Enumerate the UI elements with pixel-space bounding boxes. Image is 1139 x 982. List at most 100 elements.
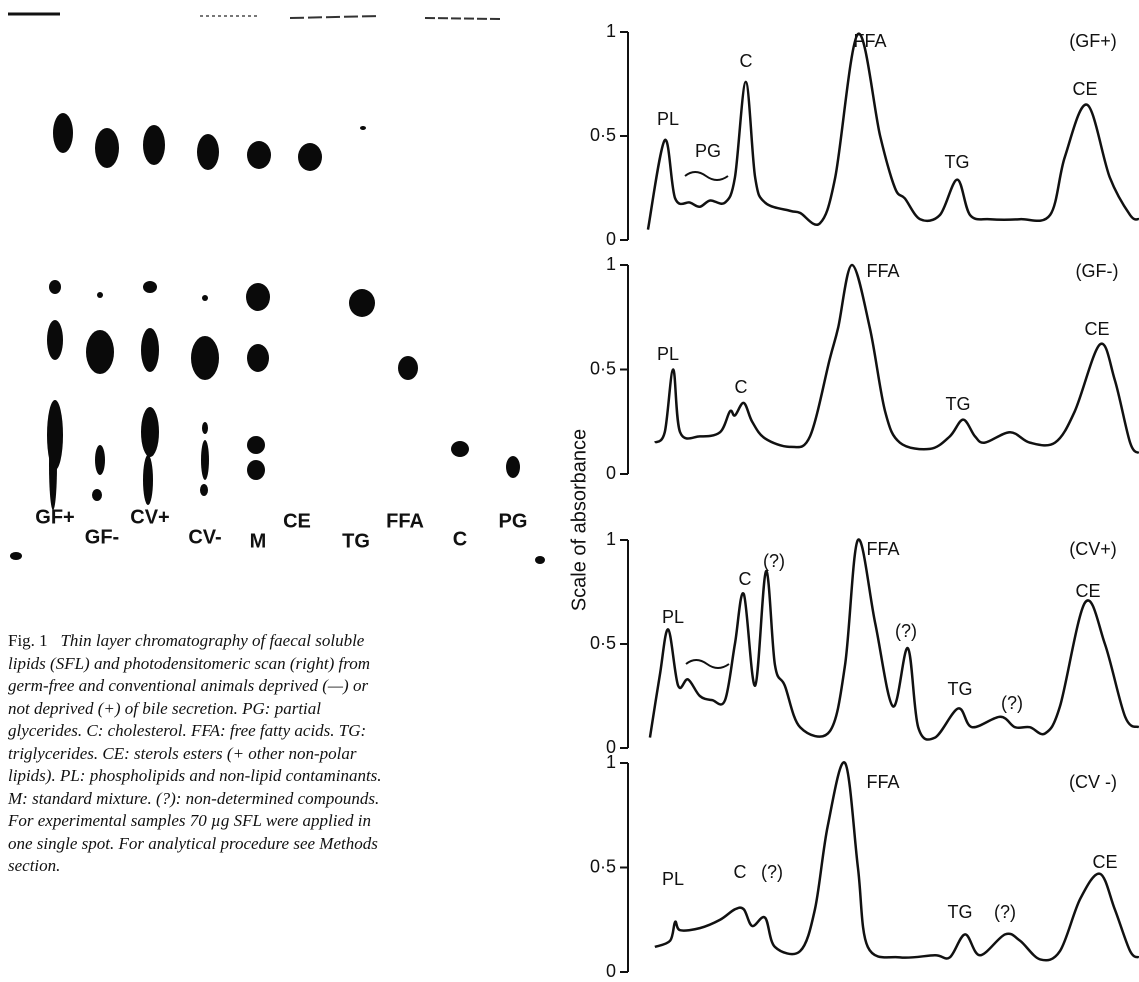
peak-label: PG [695,141,721,161]
peak-label: TG [945,152,970,172]
trace [653,263,1139,455]
plate-edge [424,17,501,20]
trace [654,761,1139,962]
peak-label: (GF-) [1076,261,1119,281]
lane-label: M [250,530,267,552]
spot [49,280,61,294]
brace [684,171,729,181]
y-tick-label: 0 [606,737,616,757]
y-tick-label: 0·5 [590,633,616,653]
lane-label: CV- [188,526,221,548]
spot [143,455,153,505]
peak-label: C [739,569,752,589]
peak-label: (CV+) [1069,539,1117,559]
spot [86,330,114,374]
spot [451,441,469,457]
peak-label: TG [948,679,973,699]
spot [535,556,545,564]
caption-label: Fig. 1 [8,631,48,650]
y-tick-label: 0·5 [590,125,616,145]
y-tick-label: 0 [606,229,616,249]
peak-label: (?) [763,551,785,571]
spot [349,289,375,317]
spot [298,143,322,171]
peak-label: FFA [866,261,899,281]
spot [49,420,57,510]
peak-label: PL [662,869,684,889]
spot [95,445,105,475]
spot [47,320,63,360]
spot [246,283,270,311]
spot [197,134,219,170]
lane-label: TG [342,530,370,552]
spot [95,128,119,168]
plate-edge [289,15,381,19]
y-tick-label: 0·5 [590,856,616,876]
spot [202,295,208,301]
peak-label: FFA [866,539,899,559]
spot [143,281,157,293]
peak-label: PL [662,607,684,627]
peak-label: C [740,51,753,71]
spot [247,344,269,372]
lane-label: GF+ [35,506,74,528]
peak-label: PL [657,344,679,364]
caption: Fig. 1 Thin layer chromatography of faec… [8,630,386,878]
peak-label: (?) [994,902,1016,922]
y-tick-label: 1 [606,752,616,772]
peak-label: (?) [895,621,917,641]
y-tick-label: 1 [606,254,616,274]
y-tick-label: 0·5 [590,358,616,378]
tlc-plate [8,12,545,564]
trace [646,32,1139,230]
peak-label: C [735,377,748,397]
spot [360,126,366,130]
peak-label: (GF+) [1069,31,1117,51]
peak-label: (?) [761,862,783,882]
y-tick-label: 0 [606,463,616,483]
y-tick-label: 1 [606,21,616,41]
peak-label: (CV -) [1069,772,1117,792]
y-axis-title: Scale of absorbance [568,429,590,611]
spot [141,328,159,372]
peak-label: CE [1092,852,1117,872]
peak-label: CE [1084,319,1109,339]
spot [506,456,520,478]
caption-text: Thin layer chromatography of faecal solu… [8,631,382,875]
lane-label: CV+ [130,506,169,528]
spot [92,489,102,501]
peak-label: FFA [866,772,899,792]
brace [685,659,730,669]
spot [247,141,271,169]
spot [143,125,165,165]
lane-label: FFA [386,510,424,532]
y-tick-label: 1 [606,529,616,549]
peak-label: TG [948,902,973,922]
peak-label: TG [946,394,971,414]
spot [191,336,219,380]
peak-label: C [734,862,747,882]
spot [200,484,208,496]
peak-label: CE [1072,79,1097,99]
peak-label: (?) [1001,693,1023,713]
lane-label: C [453,528,467,550]
lane-label: PG [499,510,528,532]
lane-label: GF- [85,526,119,548]
spot [97,292,103,298]
spot [141,407,159,457]
peak-label: PL [657,109,679,129]
spot [10,552,22,560]
spot [398,356,418,380]
lane-label: CE [283,510,311,532]
spot [201,440,209,480]
spot [247,460,265,480]
spot [53,113,73,153]
y-tick-label: 0 [606,961,616,981]
spot [202,422,208,434]
spot [247,436,265,454]
trace [648,538,1139,741]
peak-label: CE [1075,581,1100,601]
peak-label: FFA [853,31,886,51]
